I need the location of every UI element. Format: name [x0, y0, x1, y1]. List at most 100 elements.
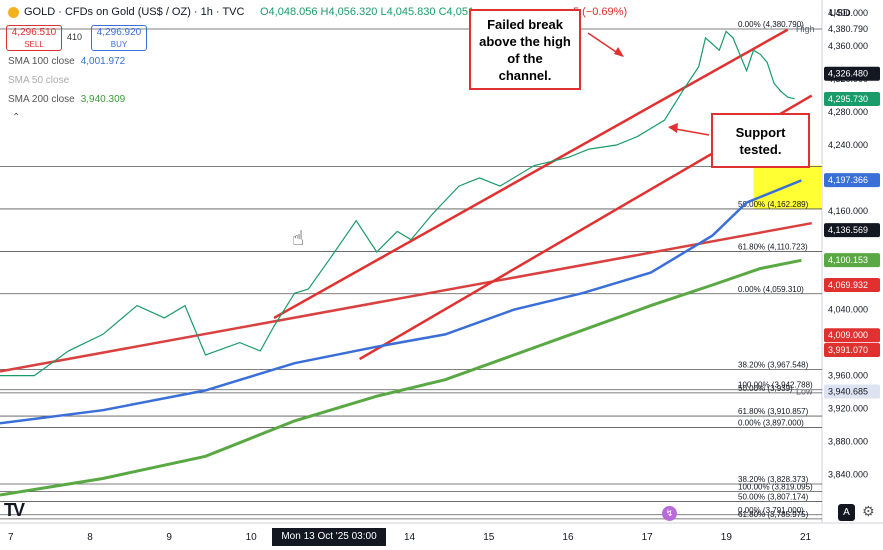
- y-tick-label: 4,040.000: [828, 305, 868, 315]
- annotation-support: Support tested.: [711, 113, 810, 168]
- spread-value: 410: [67, 32, 83, 42]
- fib-level-label: 0.00% (3,791.000): [738, 506, 804, 515]
- annotation-line: tested.: [739, 141, 782, 157]
- series-line: [0, 30, 795, 377]
- y-tick-label: 3,880.000: [828, 436, 868, 446]
- y-tick-label: 3,920.000: [828, 404, 868, 414]
- annotation-line: Support: [735, 124, 786, 140]
- price-label-text: 4,380.790: [828, 24, 868, 34]
- x-tick-label: 14: [404, 532, 416, 543]
- crosshair-time-badge: Mon 13 Oct '25 03:00: [272, 528, 386, 546]
- sma50-legend[interactable]: SMA 50 close: [8, 75, 69, 86]
- price-label-badge: [824, 384, 880, 399]
- sell-price: 4,296.510: [11, 27, 57, 38]
- sma50-label: SMA 50 close: [8, 75, 70, 86]
- fib-level-label: 50.00% (4,162.289): [738, 200, 809, 209]
- fib-level-label: 100.00% (3,942.788): [738, 381, 813, 390]
- price-label-text: 4,197.366: [828, 175, 868, 185]
- price-label-badge: [824, 92, 880, 107]
- highlight-zone: [753, 165, 822, 210]
- fib-level-label: 61.80% (4,110.723): [738, 242, 808, 251]
- sma100-label: SMA 100 close: [8, 56, 75, 67]
- collapse-legend-icon[interactable]: ⌃: [12, 112, 21, 123]
- price-label-badge: [824, 223, 880, 238]
- sma100-legend[interactable]: SMA 100 close 4,001.972: [8, 56, 125, 67]
- fib-level-label: 50.00% (3,807.174): [738, 492, 809, 501]
- sell-button[interactable]: 4,296.510 SELL: [6, 25, 62, 51]
- y-tick-label: 4,360.000: [828, 41, 868, 51]
- change-readout: 5 (−0.69%): [573, 6, 628, 18]
- fib-level-label: 38.20% (3,828.373): [738, 475, 809, 484]
- fib-level-label: 61.80% (3,910.857): [738, 407, 809, 416]
- sell-label: SELL: [24, 40, 44, 49]
- annotation-line: Failed break: [487, 16, 563, 32]
- price-label-badge: [824, 173, 880, 188]
- annotation-arrowhead: [668, 123, 678, 133]
- x-tick-label: 7: [8, 532, 14, 543]
- series-line: [0, 179, 802, 425]
- fib-level-label: 100.00% (3,819.095): [738, 483, 813, 492]
- price-label-badge: [824, 278, 880, 293]
- x-tick-label: 10: [246, 532, 258, 543]
- y-tick-label: 3,960.000: [828, 371, 868, 381]
- trend-line: [0, 221, 812, 373]
- price-label-text: 4,009.000: [828, 330, 868, 340]
- x-tick-label: 16: [562, 532, 574, 543]
- tradingview-logo: TV: [4, 500, 25, 520]
- sma200-legend[interactable]: SMA 200 close 3,940.309: [8, 94, 125, 105]
- y-tick-label: 3,840.000: [828, 469, 868, 479]
- x-tick-label: 19: [721, 532, 733, 543]
- y-tick-label: 4,240.000: [828, 140, 868, 150]
- sma200-label: SMA 200 close: [8, 94, 75, 105]
- sma200-value: 3,940.309: [80, 94, 126, 105]
- price-label-text: 4,100.153: [828, 255, 868, 265]
- price-label-badge: [824, 328, 880, 343]
- fib-level-label: 0.00% (4,059.310): [738, 285, 804, 294]
- price-label-text: 4,069.932: [828, 280, 868, 290]
- price-axis-panel: [822, 0, 883, 550]
- x-tick-label: 15: [483, 532, 495, 543]
- x-tick-label: 17: [642, 532, 654, 543]
- x-tick-label: 21: [800, 532, 812, 543]
- price-label-badge: [824, 253, 880, 268]
- fib-level-label: 61.80% (3,785.975): [738, 510, 809, 519]
- annotation-line: of the: [507, 50, 543, 66]
- price-label-text: 4,136.569: [828, 225, 868, 235]
- annotation-arrowhead: [614, 47, 624, 57]
- hand-cursor-icon: ☝: [292, 228, 305, 250]
- price-label-text: 3,940.685: [828, 386, 868, 396]
- y-tick-label: 4,160.000: [828, 206, 868, 216]
- settings-gear-icon[interactable]: ⚙: [862, 503, 875, 519]
- fib-level-label: 38.20% (3,967.548): [738, 360, 809, 369]
- channel-line: [273, 28, 789, 320]
- event-marker-icon[interactable]: ↯: [662, 506, 677, 521]
- price-label-tag: Low: [796, 386, 813, 396]
- buy-button[interactable]: 4,296.920 BUY: [91, 25, 147, 51]
- price-label-badge: [824, 66, 880, 81]
- annotation-line: above the high: [479, 33, 571, 49]
- symbol-icon: [8, 7, 19, 18]
- price-label-text: 4,326.480: [828, 69, 868, 79]
- x-tick-label: 9: [166, 532, 172, 543]
- fib-level-label: 0.00% (4,380.790): [738, 20, 804, 29]
- currency-label[interactable]: USD: [829, 8, 851, 19]
- price-label-badge: [824, 21, 880, 36]
- price-label-text: 3,991.070: [828, 345, 868, 355]
- fib-level-label: 50.00% (3,939): [738, 384, 793, 393]
- buy-label: BUY: [110, 40, 128, 49]
- ohlc-readout: O4,048.056 H4,056.320 L4,045.830 C4,051: [260, 6, 475, 18]
- price-label-tag: High: [796, 24, 815, 34]
- auto-scale-button[interactable]: A: [838, 504, 855, 521]
- series-line: [0, 258, 802, 497]
- symbol-title[interactable]: GOLD · CFDs on Gold (US$ / OZ) · 1h · TV…: [24, 6, 245, 18]
- x-tick-label: 8: [87, 532, 93, 543]
- fib-level-label: 0.00% (3,897.000): [738, 418, 804, 427]
- annotation-failed-break: Failed break above the high of the chann…: [469, 9, 581, 90]
- annotation-line: channel.: [498, 67, 552, 83]
- price-label-badge: [824, 342, 880, 357]
- buy-price: 4,296.920: [96, 27, 142, 38]
- sma100-value: 4,001.972: [80, 56, 126, 67]
- y-tick-label: 4,400.000: [828, 8, 868, 18]
